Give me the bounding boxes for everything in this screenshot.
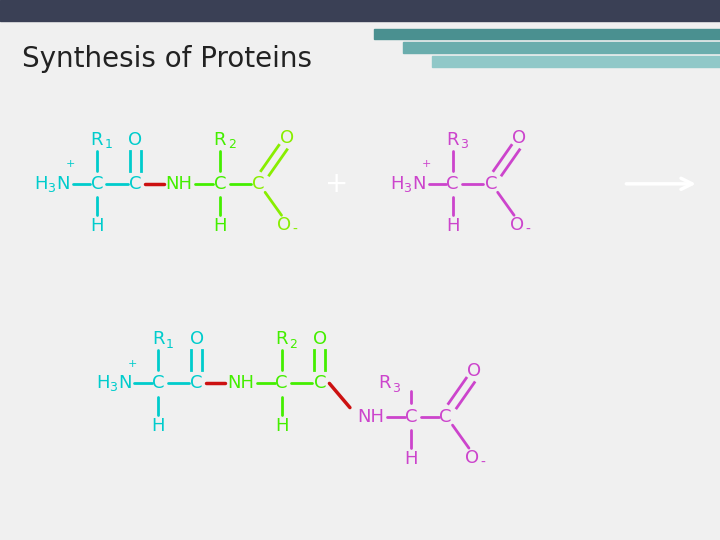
Text: H$_3$N: H$_3$N — [96, 373, 132, 394]
Text: H: H — [446, 217, 459, 235]
Text: O: O — [467, 362, 482, 380]
Text: R: R — [214, 131, 226, 149]
Text: NH: NH — [166, 175, 192, 193]
Text: R: R — [152, 330, 165, 348]
Text: O: O — [128, 131, 143, 149]
Text: R: R — [275, 330, 288, 348]
Text: -: - — [526, 223, 530, 237]
Text: 1: 1 — [104, 138, 112, 151]
Text: H$_3$N: H$_3$N — [390, 174, 426, 194]
Text: H: H — [90, 217, 104, 235]
Bar — [403, 42, 720, 53]
Text: R: R — [91, 131, 103, 149]
Text: C: C — [129, 175, 141, 193]
Text: R: R — [446, 131, 459, 149]
Text: C: C — [214, 175, 226, 193]
Text: C: C — [439, 408, 452, 426]
Text: C: C — [405, 408, 418, 426]
Text: NH: NH — [227, 374, 254, 393]
Text: 2: 2 — [228, 138, 235, 151]
Text: +: + — [127, 359, 137, 369]
Text: C: C — [446, 175, 459, 193]
Text: C: C — [314, 374, 326, 393]
Bar — [432, 56, 720, 66]
Text: 3: 3 — [392, 382, 400, 395]
Text: -: - — [480, 456, 485, 470]
Text: H$_3$N: H$_3$N — [35, 174, 71, 194]
Text: 1: 1 — [166, 338, 174, 350]
Text: O: O — [513, 130, 526, 147]
Text: C: C — [191, 374, 203, 393]
Text: Synthesis of Proteins: Synthesis of Proteins — [22, 45, 312, 73]
Text: O: O — [189, 330, 204, 348]
Text: H: H — [405, 450, 418, 468]
Text: NH: NH — [357, 408, 384, 426]
Bar — [374, 29, 720, 39]
Text: C: C — [252, 175, 264, 193]
Text: H: H — [152, 417, 165, 435]
Text: 2: 2 — [289, 338, 297, 350]
Text: O: O — [277, 216, 292, 234]
Text: C: C — [485, 175, 497, 193]
Text: O: O — [312, 330, 327, 348]
Text: O: O — [280, 130, 294, 147]
Text: C: C — [91, 175, 103, 193]
Text: O: O — [510, 216, 524, 234]
Text: R: R — [378, 374, 390, 393]
Text: C: C — [275, 374, 288, 393]
Text: +: + — [325, 170, 348, 198]
Text: +: + — [422, 159, 431, 170]
Text: C: C — [152, 374, 165, 393]
Text: H: H — [275, 417, 288, 435]
Text: O: O — [464, 449, 479, 467]
Text: H: H — [213, 217, 227, 235]
Bar — [0, 0, 720, 21]
Text: +: + — [66, 159, 76, 170]
Text: -: - — [293, 223, 297, 237]
Text: 3: 3 — [460, 138, 468, 151]
